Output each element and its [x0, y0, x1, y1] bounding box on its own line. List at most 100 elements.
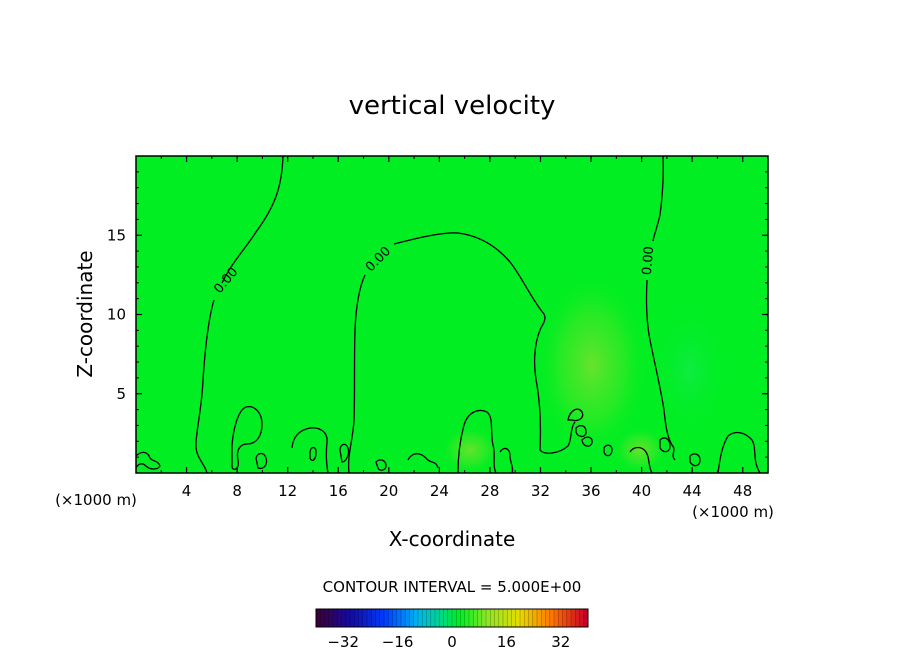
- contour-blob: [603, 444, 613, 457]
- contour-blob: [629, 446, 653, 473]
- x-axis-label: X-coordinate: [389, 527, 516, 551]
- colorbar-swatch: [537, 609, 542, 627]
- x-unit-label-right: (×1000 m): [692, 503, 774, 521]
- colorbar-swatch: [379, 609, 385, 627]
- colorbar-swatch: [413, 609, 419, 627]
- x-unit-label-left: (×1000 m): [55, 491, 137, 509]
- colorbar-swatch: [409, 609, 415, 627]
- colorbar-swatch: [426, 609, 432, 627]
- contour-blob: [581, 436, 593, 447]
- x-tick-label: 8: [232, 482, 242, 500]
- colorbar-swatch: [345, 609, 351, 627]
- colorbar: [315, 608, 589, 628]
- x-tick-label: 36: [581, 482, 600, 500]
- colorbar-swatch: [511, 609, 517, 627]
- colorbar-swatch: [481, 609, 487, 627]
- colorbar-swatch: [532, 609, 538, 627]
- colorbar-swatch: [405, 609, 410, 627]
- colorbar-swatch: [388, 609, 393, 627]
- x-tick-label: 24: [430, 482, 449, 500]
- colorbar-swatch: [362, 609, 368, 627]
- contour-blob: [717, 431, 761, 473]
- contour-line: [645, 156, 676, 461]
- colorbar-frame: [315, 608, 589, 628]
- colorbar-swatch: [575, 609, 580, 627]
- colorbar-swatch: [443, 609, 449, 627]
- low-level-patch: [440, 425, 500, 473]
- colorbar-swatch: [571, 609, 576, 627]
- colorbar-swatch: [507, 609, 512, 627]
- colorbar-swatch: [554, 609, 559, 627]
- colorbar-swatch: [503, 609, 508, 627]
- colorbar-swatch: [477, 609, 483, 627]
- colorbar-swatch: [490, 609, 495, 627]
- y-axis: 5 10 15: [107, 171, 768, 458]
- colorbar-ticks: −32 −16 0 16 32: [327, 633, 570, 651]
- positive-velocity-patch: [534, 270, 650, 460]
- colorbar-swatch: [358, 609, 364, 627]
- contour-blob: [407, 453, 439, 469]
- chart-title: vertical velocity: [349, 91, 556, 121]
- colorbar-swatch: [469, 609, 474, 627]
- contour-blob: [689, 453, 701, 467]
- contour-interval-text: CONTOUR INTERVAL = 5.000E+00: [323, 578, 582, 596]
- colorbar-tick-label: 32: [551, 633, 570, 651]
- colorbar-swatch: [384, 609, 389, 627]
- colorbar-swatch: [456, 609, 461, 627]
- contour-blob: [567, 408, 584, 422]
- colorbar-swatch: [392, 609, 398, 627]
- colorbar-swatch: [324, 609, 330, 627]
- low-level-patch: [612, 426, 668, 473]
- plot-area: 0.00 0.00 0.00: [136, 156, 768, 473]
- y-tick-label: 5: [116, 385, 126, 403]
- colorbar-swatch: [435, 609, 440, 627]
- colorbar-swatch: [418, 609, 423, 627]
- colorbar-swatch: [328, 609, 334, 627]
- colorbar-swatch: [341, 609, 347, 627]
- contour-blob: [457, 409, 497, 473]
- colorbar-swatch: [401, 609, 406, 627]
- colorbar-swatch: [464, 609, 470, 627]
- x-tick-label: 16: [329, 482, 348, 500]
- contour-label: 0.00: [640, 246, 657, 276]
- x-tick-label: 4: [182, 482, 192, 500]
- contour-blob: [255, 452, 268, 470]
- colorbar-swatch: [371, 609, 376, 627]
- colorbar-swatch: [558, 609, 563, 627]
- contour-lines: [136, 156, 761, 473]
- colorbar-tick-label: 16: [497, 633, 516, 651]
- colorbar-swatch: [396, 609, 402, 627]
- colorbar-swatch: [430, 609, 436, 627]
- contour-line: [393, 232, 576, 454]
- colorbar-swatch: [320, 609, 325, 627]
- colorbar-swatch: [337, 609, 342, 627]
- colorbar-swatch: [486, 609, 491, 627]
- contour-line: [195, 156, 284, 473]
- x-tick-label: 20: [379, 482, 398, 500]
- contour-blob: [575, 425, 587, 438]
- colorbar-swatch: [354, 609, 359, 627]
- contour-blob: [231, 406, 263, 471]
- x-axis: 4 8 12 16 20 24 28 32 36 40 44 48: [160, 156, 752, 500]
- y-tick-label: 10: [107, 306, 126, 324]
- colorbar-swatch: [375, 609, 381, 627]
- colorbar-swatch: [541, 609, 546, 627]
- y-tick-label: 15: [107, 226, 126, 244]
- colorbar-swatch: [562, 609, 568, 627]
- colorbar-swatch: [583, 609, 589, 627]
- x-tick-label: 28: [480, 482, 499, 500]
- x-tick-label: 44: [683, 482, 702, 500]
- contour-blob: [659, 437, 671, 453]
- contour-line: [347, 274, 366, 473]
- colorbar-swatch: [447, 609, 453, 627]
- colorbar-swatch: [473, 609, 478, 627]
- colorbar-swatch: [422, 609, 427, 627]
- colorbar-swatch: [350, 609, 355, 627]
- x-tick-label: 40: [632, 482, 651, 500]
- colorbar-swatch: [579, 609, 585, 627]
- contour-blob: [499, 447, 514, 473]
- colorbar-swatch: [498, 609, 504, 627]
- x-tick-label: 32: [531, 482, 550, 500]
- colorbar-swatch: [333, 609, 338, 627]
